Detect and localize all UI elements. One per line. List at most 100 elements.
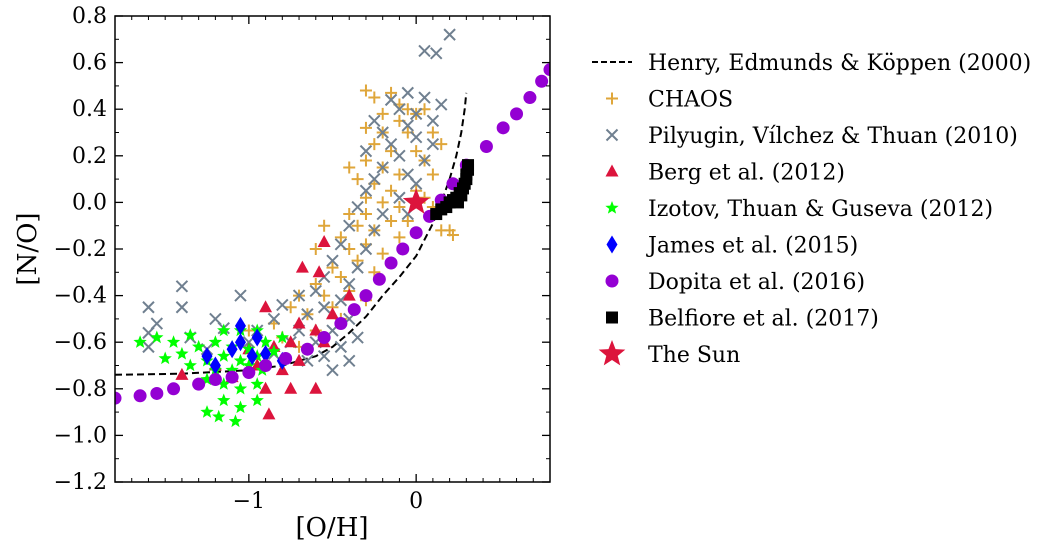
data-point (418, 154, 431, 167)
data-point (359, 191, 372, 204)
data-point (334, 270, 347, 283)
x-tick-label: −1 (233, 489, 265, 514)
series-james-et-al-2015 (201, 316, 288, 375)
data-point (317, 235, 331, 248)
data-point (359, 154, 372, 167)
data-point (279, 352, 293, 366)
data-point (309, 381, 323, 394)
legend-label: Berg et al. (2012) (648, 161, 845, 186)
data-point (201, 347, 213, 366)
data-point (368, 138, 381, 151)
legend-label: Izotov, Thuan & Guseva (2012) (648, 197, 993, 222)
data-point (233, 381, 248, 395)
data-point (226, 340, 238, 359)
data-point (217, 349, 231, 362)
data-point (343, 219, 356, 232)
data-point (435, 98, 448, 111)
data-point (234, 316, 246, 335)
data-point (150, 386, 164, 400)
series-layer (115, 28, 550, 428)
legend-item-the-sun: The Sun (598, 340, 740, 368)
data-point (393, 201, 406, 214)
data-point (242, 342, 256, 355)
data-point (309, 277, 322, 290)
data-point (326, 307, 339, 320)
data-point (258, 335, 273, 348)
data-point (451, 196, 464, 209)
legend-item-berg-et-al-2012: Berg et al. (2012) (605, 161, 845, 186)
legend-label: Belfiore et al. (2017) (648, 307, 879, 332)
data-point (167, 382, 181, 396)
data-point (343, 208, 356, 221)
data-point (384, 137, 398, 151)
data-point (158, 351, 172, 365)
data-point (246, 347, 258, 366)
legend-marker (605, 128, 619, 142)
ticks-layer (115, 15, 550, 483)
data-point (401, 86, 414, 100)
data-point (359, 208, 372, 221)
data-point (292, 289, 306, 302)
data-point (292, 316, 306, 329)
data-point (175, 346, 189, 360)
legend-marker (605, 274, 619, 288)
data-point (317, 331, 331, 345)
legend: Henry, Edmunds & Köppen (2000) CHAOS Pilyu… (592, 51, 1031, 368)
legend-item-pilyugin-v-lchez-thuan-2010: Pilyugin, Vı́lchez & Thuan (2010) (605, 124, 1018, 149)
data-point (401, 119, 414, 132)
data-point (462, 159, 475, 172)
data-point (192, 377, 206, 391)
data-point (318, 219, 331, 232)
data-point (209, 356, 221, 375)
data-point (284, 381, 298, 394)
data-point (208, 372, 222, 386)
data-point (393, 168, 406, 181)
data-point (343, 277, 356, 291)
data-point (309, 323, 323, 336)
data-point (384, 256, 398, 270)
data-point (200, 372, 214, 386)
y-tick-label: 0.0 (72, 190, 107, 215)
data-point (142, 301, 155, 314)
data-point (385, 184, 398, 197)
legend-label: Pilyugin, Vı́lchez & Thuan (2010) (648, 124, 1018, 149)
data-point (166, 335, 181, 348)
legend-item-chaos: CHAOS (606, 88, 733, 113)
data-point (396, 242, 410, 256)
data-point (234, 333, 246, 352)
data-point (150, 330, 164, 344)
legend-label: Henry, Edmunds & Köppen (2000) (648, 51, 1031, 76)
data-point (284, 301, 297, 314)
data-point (402, 188, 430, 214)
data-point (443, 28, 456, 41)
data-point (342, 288, 356, 301)
data-point (334, 294, 348, 307)
data-point (251, 328, 263, 347)
data-point (359, 184, 373, 197)
data-point (393, 102, 406, 116)
legend-label: CHAOS (648, 88, 733, 113)
data-point (142, 340, 155, 354)
data-point (351, 254, 364, 267)
data-point (368, 91, 381, 104)
data-point (267, 344, 281, 358)
series-belfiore-et-al-2017 (430, 159, 475, 221)
data-point (334, 231, 347, 244)
data-point (217, 393, 231, 407)
data-point (267, 312, 281, 326)
y-tick-label: −0.8 (54, 377, 107, 402)
data-point (175, 301, 189, 314)
data-point (351, 261, 364, 274)
y-tick-label: −0.2 (54, 237, 107, 262)
data-point (292, 353, 306, 366)
legend-item-henry-edmunds-koppen-2000: Henry, Edmunds & Köppen (2000) (592, 51, 1031, 76)
data-point (409, 130, 423, 144)
data-point (359, 289, 373, 303)
legend-item-james-et-al-2015: James et al. (2015) (606, 234, 858, 259)
x-tick-label: 0 (409, 489, 423, 514)
data-point (510, 107, 524, 121)
data-point (426, 168, 439, 181)
data-point (200, 405, 214, 418)
data-point (115, 391, 122, 405)
